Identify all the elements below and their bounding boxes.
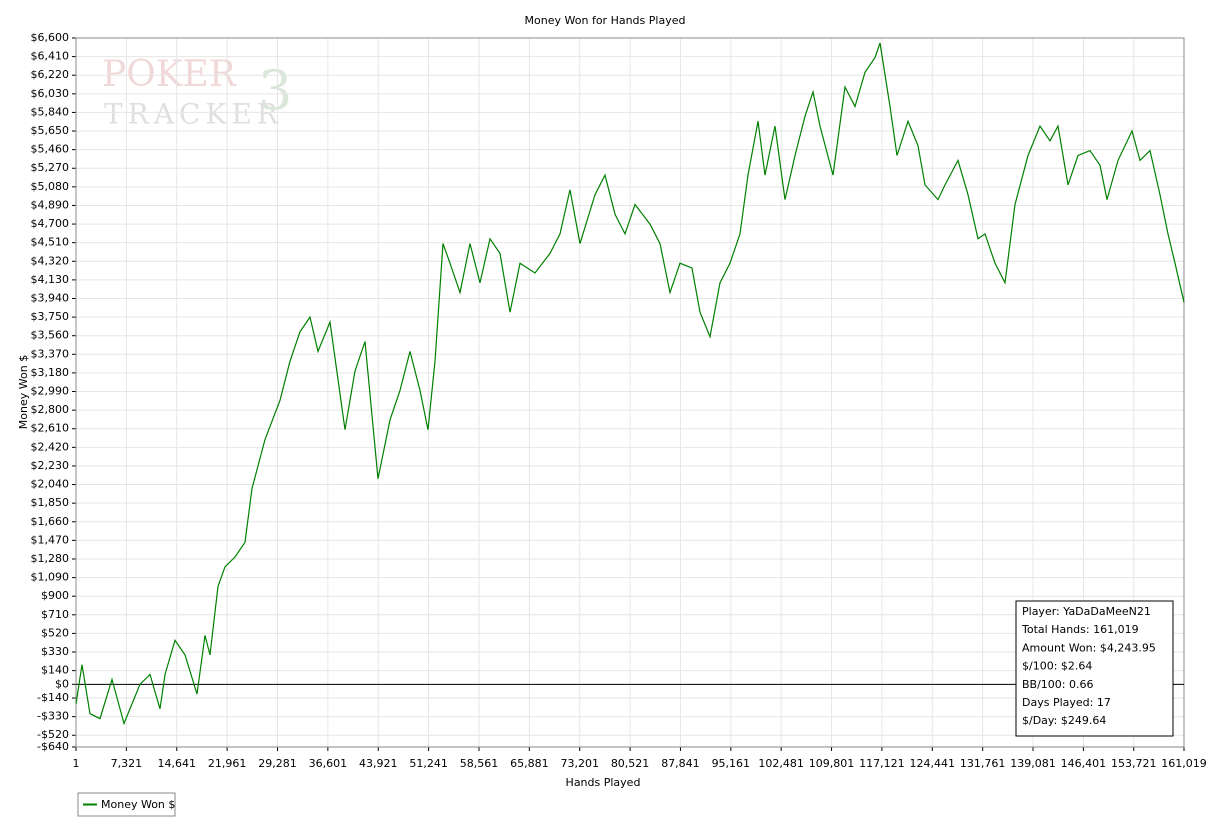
y-tick-label: -$330 [37,710,69,723]
x-tick-label: 80,521 [611,757,650,770]
y-tick-label: $3,560 [31,329,70,342]
x-tick-label: 153,721 [1111,757,1157,770]
y-tick-label: $5,270 [31,161,70,174]
x-tick-label: 65,881 [510,757,549,770]
y-tick-label: $4,890 [31,198,70,211]
y-tick-label: $5,080 [31,180,70,193]
y-axis-label: Money Won $ [17,355,30,429]
watermark: POKER TRACKER 3 [102,54,292,131]
info-text: $/Day: $249.64 [1022,714,1106,727]
info-text: Total Hands: 161,019 [1021,623,1139,636]
y-tick-label: -$520 [37,728,69,741]
info-text: $/100: $2.64 [1022,660,1092,673]
info-text: Amount Won: $4,243.95 [1022,641,1156,654]
y-tick-label: $3,750 [31,310,70,323]
y-tick-label: $4,700 [31,217,70,230]
x-tick-label: 21,961 [208,757,247,770]
y-tick-label: $3,940 [31,291,70,304]
x-axis-label: Hands Played [566,776,641,789]
legend-box [77,792,176,817]
x-tick-label: 117,121 [859,757,905,770]
y-tick-label: $6,600 [31,31,70,44]
y-tick-label: $330 [41,645,69,658]
y-tick-label: -$140 [37,691,69,704]
info-text: BB/100: 0.66 [1022,678,1094,691]
x-tick-label: 29,281 [258,757,297,770]
y-tick-label: -$640 [37,740,69,753]
y-tick-label: $2,800 [31,403,70,416]
y-tick-label: $3,370 [31,347,70,360]
x-tick-label: 95,161 [712,757,751,770]
y-tick-label: $5,650 [31,124,70,137]
y-tick-label: $2,040 [31,478,70,491]
y-tick-label: $2,230 [31,459,70,472]
legend-label: Money Won $ [101,798,175,811]
x-tick-label: 43,921 [359,757,398,770]
line [75,42,1185,726]
watermark-text: TRACKER [104,98,283,131]
y-tick-label: $2,610 [31,422,70,435]
x-tick-label: 87,841 [661,757,700,770]
x-tick-label: 14,641 [157,757,196,770]
y-tick-label: $520 [41,626,69,639]
y-tick-label: $5,460 [31,143,70,156]
y-tick-label: $2,990 [31,385,70,398]
chart-title: Money Won for Hands Played [525,14,686,27]
x-tick-label: 73,201 [560,757,599,770]
y-tick-label: $140 [41,664,69,677]
y-tick-label: $6,410 [31,50,70,63]
y-tick-label: $3,180 [31,366,70,379]
x-tick-label: 139,081 [1010,757,1056,770]
y-tick-label: $6,220 [31,68,70,81]
y-tick-label: $1,660 [31,515,70,528]
x-tick-label: 161,019 [1161,757,1207,770]
y-tick-label: $6,030 [31,87,70,100]
x-tick-label: 51,241 [409,757,448,770]
y-tick-label: $1,280 [31,552,70,565]
watermark-text: POKER [102,54,237,95]
x-tick-label: 146,401 [1061,757,1107,770]
x-tick-label: 131,761 [960,757,1006,770]
y-tick-label: $900 [41,589,69,602]
x-tick-label: 109,801 [809,757,855,770]
y-tick-label: $1,470 [31,533,70,546]
y-tick-label: $2,420 [31,440,70,453]
info-text: Player: YaDaDaMeeN21 [1022,605,1151,618]
y-tick-label: $710 [41,608,69,621]
x-tick-label: 7,321 [111,757,143,770]
plot-frame [75,37,1185,748]
y-tick-label: $1,090 [31,571,70,584]
x-tick-label: 58,561 [460,757,499,770]
x-tick-label: 1 [73,757,80,770]
y-tick-label: $4,320 [31,254,70,267]
watermark-text: 3 [258,59,292,122]
y-tick-label: $4,510 [31,236,70,249]
info-box [1015,600,1174,737]
y-tick-label: $5,840 [31,105,70,118]
y-tick-label: $1,850 [31,496,70,509]
y-tick-label: $0 [55,677,69,690]
x-tick-label: 102,481 [758,757,804,770]
y-tick-label: $4,130 [31,273,70,286]
x-tick-label: 36,601 [309,757,348,770]
info-text: Days Played: 17 [1022,696,1111,709]
x-tick-label: 124,441 [910,757,956,770]
